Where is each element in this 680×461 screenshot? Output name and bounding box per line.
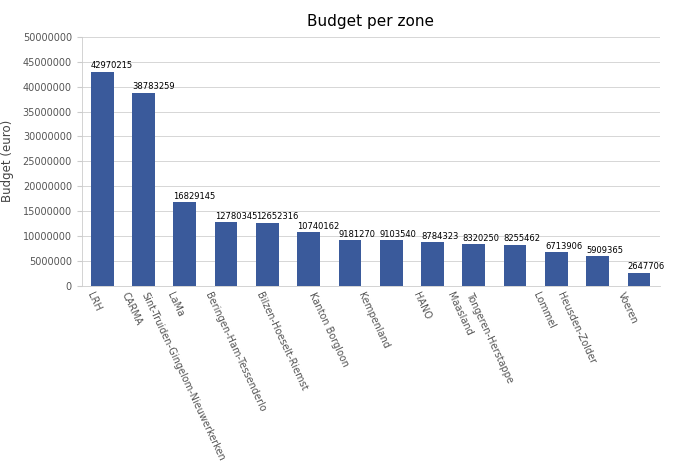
Text: 12780345: 12780345 (215, 212, 257, 221)
Bar (215, 222, 237, 286)
Text: 9103540: 9103540 (380, 230, 417, 239)
Bar (628, 272, 650, 286)
Text: 38783259: 38783259 (132, 82, 175, 91)
Y-axis label: Budget (euro): Budget (euro) (1, 120, 14, 202)
Title: Budget per zone: Budget per zone (307, 14, 434, 29)
Text: 42970215: 42970215 (91, 61, 133, 71)
Text: 8320250: 8320250 (462, 234, 500, 243)
Text: 12652316: 12652316 (256, 213, 299, 221)
Bar (380, 241, 403, 286)
Bar (339, 240, 361, 286)
Text: 5909365: 5909365 (586, 246, 624, 255)
Bar (421, 242, 444, 286)
Text: 2647706: 2647706 (628, 262, 665, 271)
Text: 9181270: 9181270 (339, 230, 375, 239)
Bar (586, 256, 609, 286)
Text: 8784323: 8784323 (421, 231, 458, 241)
Bar (462, 244, 485, 286)
Text: 6713906: 6713906 (545, 242, 582, 251)
Bar (297, 232, 320, 286)
Bar (504, 245, 526, 286)
Bar (256, 223, 279, 286)
Bar (132, 93, 155, 286)
Bar (173, 202, 196, 286)
Text: 8255462: 8255462 (504, 234, 541, 243)
Bar (91, 72, 114, 286)
Bar (545, 252, 568, 286)
Text: 16829145: 16829145 (173, 191, 216, 201)
Text: 10740162: 10740162 (297, 222, 339, 231)
